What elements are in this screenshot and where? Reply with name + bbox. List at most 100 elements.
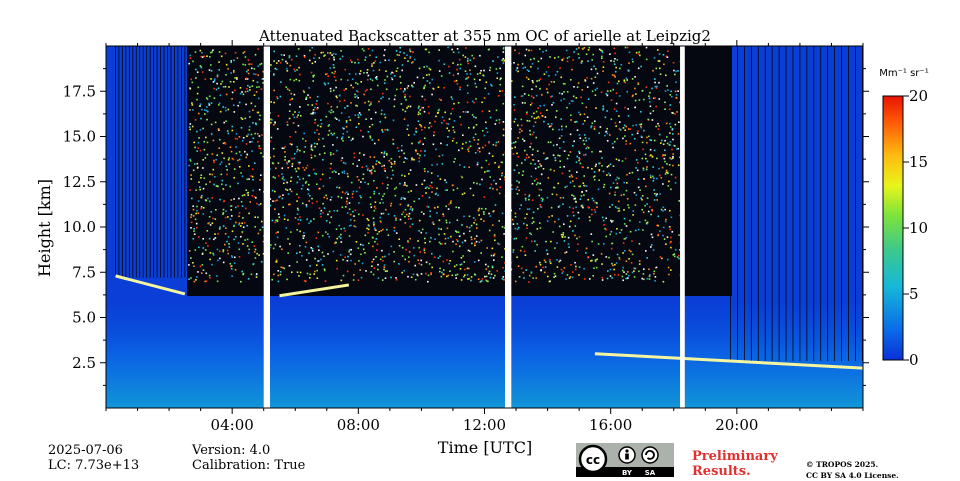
noise-pixel [554,57,556,59]
noise-pixel [240,235,242,238]
noise-pixel [602,70,604,72]
noise-pixel [583,185,586,187]
noise-pixel [501,278,504,280]
noise-pixel [558,260,561,263]
noise-pixel [646,166,648,168]
noise-pixel [256,81,259,83]
noise-pixel [403,52,405,54]
noise-pixel [558,128,560,131]
noise-pixel [423,251,426,254]
noise-pixel [190,277,192,279]
noise-pixel [412,85,414,88]
noise-pixel [197,200,200,202]
noise-pixel [252,109,254,111]
noise-pixel [276,199,278,202]
noise-pixel [247,69,249,71]
noise-pixel [491,265,494,268]
noise-pixel [311,47,314,49]
noise-pixel [335,53,337,55]
noise-pixel [316,129,318,131]
noise-pixel [345,125,348,128]
noise-pixel [330,153,332,156]
noise-pixel [443,119,445,122]
noise-pixel [305,96,308,99]
noise-pixel [309,96,311,99]
noise-pixel [228,243,230,245]
noise-pixel [429,210,431,212]
noise-pixel [378,192,380,195]
noise-pixel [548,216,550,218]
noise-pixel [472,194,475,197]
noise-pixel [419,154,421,157]
noise-pixel [421,228,424,231]
noise-pixel [299,251,301,253]
noise-pixel [338,186,341,189]
noise-pixel [370,103,372,105]
noise-pixel [560,118,562,120]
noise-pixel [619,231,621,234]
noise-pixel [257,48,259,50]
noise-pixel [468,215,471,218]
noise-pixel [540,165,542,167]
noise-pixel [668,180,670,183]
noise-pixel [448,129,450,132]
noise-pixel [283,179,286,181]
noise-pixel [463,232,465,235]
noise-pixel [305,167,308,169]
noise-pixel [428,51,430,54]
noise-pixel [195,222,198,225]
noise-pixel [197,166,199,169]
noise-pixel [640,135,643,138]
noise-pixel [258,118,261,121]
noise-pixel [358,112,361,114]
noise-pixel [610,118,613,121]
noise-pixel [209,173,211,176]
noise-pixel [624,250,626,252]
noise-pixel [462,111,465,113]
noise-pixel [504,178,506,181]
noise-pixel [282,266,284,269]
noise-pixel [387,213,390,215]
noise-pixel [194,163,196,165]
noise-pixel [574,234,576,237]
noise-pixel [357,90,359,93]
noise-pixel [244,117,247,120]
noise-pixel [354,96,356,98]
noise-pixel [577,243,579,246]
noise-pixel [370,88,372,91]
noise-pixel [350,219,352,221]
noise-pixel [488,270,491,273]
noise-pixel [323,82,326,84]
noise-pixel [248,125,251,128]
noise-pixel [495,68,498,70]
noise-pixel [233,71,235,73]
noise-pixel [192,60,194,63]
noise-pixel [418,141,421,143]
noise-pixel [371,123,374,126]
noise-pixel [323,207,326,209]
noise-pixel [277,231,279,233]
noise-pixel [358,260,360,262]
noise-pixel [561,59,564,61]
noise-pixel [201,264,204,266]
noise-pixel [556,259,558,261]
noise-pixel [458,51,460,54]
noise-pixel [459,67,461,70]
noise-pixel [627,69,630,72]
noise-pixel [533,179,536,182]
noise-pixel [192,208,195,211]
noise-pixel [193,230,195,232]
noise-pixel [321,264,324,266]
noise-pixel [366,218,369,220]
noise-pixel [458,58,461,61]
noise-pixel [221,80,224,83]
noise-pixel [259,203,262,205]
noise-pixel [216,74,219,76]
noise-pixel [335,241,337,244]
noise-pixel [531,217,534,219]
noise-pixel [598,179,600,181]
noise-pixel [366,71,368,74]
noise-pixel [573,86,575,88]
noise-pixel [593,171,596,173]
noise-pixel [601,216,604,219]
